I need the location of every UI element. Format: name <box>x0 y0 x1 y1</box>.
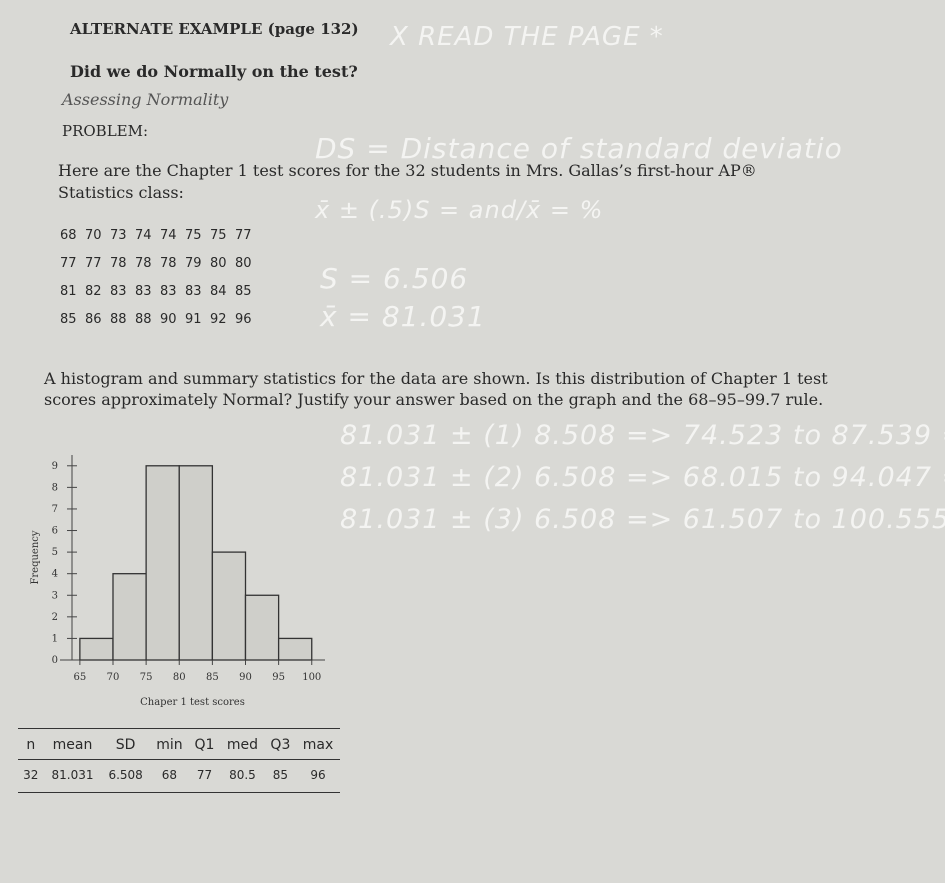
x-tick-label: 80 <box>173 672 186 683</box>
handwritten-calc: 81.031 ± (2) 6.508 => 68.015 to 94.047 = <box>340 462 945 493</box>
score: 77 <box>235 228 252 243</box>
table-cell: 68 <box>161 768 178 782</box>
y-tick-label: 5 <box>52 547 58 558</box>
score-row: 81 82 83 83 83 83 84 85 <box>60 284 260 312</box>
score: 80 <box>235 256 252 271</box>
table-cell: 32 <box>23 768 39 782</box>
score: 83 <box>135 284 152 299</box>
question: Did we do Normally on the test? <box>70 62 358 81</box>
score: 74 <box>160 228 177 243</box>
score: 83 <box>185 284 202 299</box>
handwritten-note: x̄ ± (.5)S = and/x̄ = % <box>315 196 604 224</box>
table-header: mean <box>43 728 102 760</box>
x-tick-label: 100 <box>302 672 321 683</box>
score: 88 <box>110 312 127 327</box>
score: 90 <box>160 312 177 327</box>
x-tick-label: 65 <box>74 672 87 683</box>
y-tick-label: 3 <box>52 590 58 601</box>
table-cell: 6.508 <box>108 768 143 782</box>
y-tick-label: 8 <box>52 482 58 493</box>
y-tick-label: 1 <box>52 633 58 644</box>
table-header: min <box>149 728 189 760</box>
y-tick-label: 4 <box>52 569 58 580</box>
score: 81 <box>60 284 77 299</box>
x-tick-label: 70 <box>107 672 120 683</box>
y-tick-label: 0 <box>52 655 58 666</box>
score: 74 <box>135 228 152 243</box>
score-row: 77 77 78 78 78 79 80 80 <box>60 256 260 284</box>
x-tick-label: 75 <box>140 672 153 683</box>
bar <box>112 573 147 661</box>
y-axis-label: Frequency <box>30 530 41 584</box>
y-tick-label: 2 <box>52 612 58 623</box>
score: 84 <box>210 284 227 299</box>
table-cell: 85 <box>272 768 289 782</box>
bar <box>244 594 280 661</box>
score: 73 <box>110 228 127 243</box>
table-header: Q1 <box>188 728 221 760</box>
x-tick-label: 95 <box>272 672 285 683</box>
x-tick-label: 85 <box>206 672 219 683</box>
bar <box>79 637 114 661</box>
score-list: 68 70 73 74 74 75 75 77 77 77 78 78 78 79 80 80 81 82 83 83… <box>60 228 260 340</box>
table-header: max <box>296 728 340 760</box>
score: 70 <box>85 228 102 243</box>
x-tick-label: 90 <box>239 672 252 683</box>
score: 79 <box>185 256 202 271</box>
y-tick-label: 6 <box>52 526 58 537</box>
table-header: med <box>220 728 265 760</box>
score: 88 <box>135 312 152 327</box>
table-header: n <box>18 728 44 760</box>
handwritten-calc: 81.031 ± (3) 6.508 => 61.507 to 100.555 … <box>340 504 945 535</box>
bar <box>145 465 180 661</box>
histogram: 0 1 2 3 4 5 6 7 8 9 65 70 75 80 85 90 95 100 Chaper 1 test… <box>30 455 325 708</box>
bar <box>211 551 247 661</box>
handwritten-note: S = 6.506 <box>320 262 469 295</box>
handwritten-note: X READ THE PAGE * <box>390 22 664 52</box>
score: 85 <box>60 312 77 327</box>
intro: Here are the Chapter 1 test scores for t… <box>58 161 757 202</box>
summary-table: n mean SD min Q1 med Q3 max 32 81.031 6.508 68 77 80.… <box>18 728 340 793</box>
score: 77 <box>85 256 102 271</box>
score: 75 <box>185 228 202 243</box>
score: 92 <box>210 312 227 327</box>
title: ALTERNATE EXAMPLE (page 132) <box>70 20 359 38</box>
table-header: Q3 <box>264 728 296 760</box>
handwritten-calc: 81.031 ± (1) 8.508 => 74.523 to 87.539 = <box>340 420 945 451</box>
score: 83 <box>160 284 177 299</box>
bar <box>277 637 313 661</box>
score: 78 <box>135 256 152 271</box>
score: 80 <box>210 256 227 271</box>
score-row: 85 86 88 88 90 91 92 96 <box>60 312 260 340</box>
score: 86 <box>85 312 102 327</box>
score: 85 <box>235 284 252 299</box>
table-cell: 81.031 <box>51 768 94 782</box>
table-header: SD <box>101 728 150 760</box>
subtitle: Assessing Normality <box>62 90 229 109</box>
score: 78 <box>160 256 177 271</box>
y-tick-label: 7 <box>52 504 58 515</box>
score-row: 68 70 73 74 74 75 75 77 <box>60 228 260 256</box>
score: 83 <box>110 284 127 299</box>
handwritten-note: x̄ = 81.031 <box>320 300 486 333</box>
table-cell: 80.5 <box>229 768 256 782</box>
score: 68 <box>60 228 77 243</box>
problem-label: PROBLEM: <box>62 122 149 140</box>
handwritten-note: DS = Distance of standard deviatio <box>315 132 843 165</box>
y-tick-label: 9 <box>52 461 58 472</box>
table-cell: 77 <box>196 768 213 782</box>
table-row: 32 81.031 6.508 68 77 80.5 85 96 <box>18 760 340 793</box>
score: 77 <box>60 256 77 271</box>
table-cell: 96 <box>310 768 326 782</box>
score: 82 <box>85 284 102 299</box>
x-axis-label: Chaper 1 test scores <box>140 697 245 708</box>
score: 91 <box>185 312 202 327</box>
score: 96 <box>235 312 252 327</box>
prompt: A histogram and summary statistics for t… <box>44 369 828 409</box>
score: 78 <box>110 256 127 271</box>
bar <box>178 465 214 661</box>
score: 75 <box>210 228 227 243</box>
